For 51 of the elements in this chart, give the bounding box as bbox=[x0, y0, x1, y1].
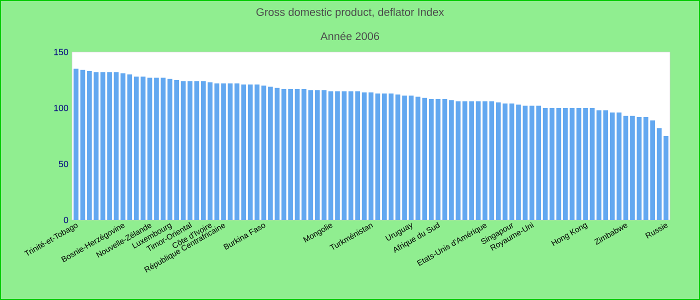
bar bbox=[74, 68, 78, 220]
bar bbox=[482, 101, 488, 220]
bar bbox=[160, 78, 166, 220]
bar bbox=[254, 84, 260, 220]
bar bbox=[550, 108, 554, 220]
bar bbox=[522, 106, 528, 220]
bar bbox=[308, 90, 314, 220]
bar bbox=[509, 104, 514, 220]
bar bbox=[368, 92, 374, 220]
bar bbox=[375, 93, 380, 220]
bar bbox=[590, 108, 595, 220]
bar bbox=[294, 88, 300, 220]
bar bbox=[489, 101, 494, 220]
bar bbox=[188, 81, 192, 220]
bar bbox=[328, 91, 334, 220]
bar bbox=[335, 91, 340, 220]
bar bbox=[342, 91, 347, 220]
chart-title: Gross domestic product, deflator Index bbox=[256, 8, 444, 18]
bar bbox=[228, 83, 233, 220]
bar bbox=[248, 84, 253, 220]
bar bbox=[583, 108, 588, 220]
bar bbox=[556, 108, 562, 220]
bar bbox=[194, 81, 200, 220]
bar bbox=[636, 116, 642, 220]
bar bbox=[656, 128, 662, 220]
bar bbox=[516, 104, 521, 220]
bar bbox=[221, 83, 226, 220]
bar bbox=[114, 72, 119, 220]
bar bbox=[442, 99, 448, 220]
bar bbox=[261, 86, 266, 220]
chart-subtitle: Année 2006 bbox=[320, 32, 380, 40]
y-tick-label: 50 bbox=[58, 160, 68, 168]
y-tick-label: 100 bbox=[54, 104, 68, 112]
bar bbox=[362, 92, 367, 220]
y-tick-label: 0 bbox=[64, 216, 68, 224]
bar bbox=[302, 88, 306, 220]
bar bbox=[623, 116, 628, 220]
bar bbox=[408, 96, 414, 220]
bar bbox=[214, 83, 220, 220]
bar bbox=[542, 108, 548, 220]
bar bbox=[147, 78, 152, 220]
bar bbox=[80, 70, 86, 220]
bar bbox=[180, 81, 186, 220]
bar bbox=[476, 101, 481, 220]
bar bbox=[395, 94, 400, 220]
bar bbox=[630, 116, 635, 220]
bar bbox=[576, 108, 582, 220]
bar bbox=[154, 78, 159, 220]
y-tick-label: 150 bbox=[54, 48, 68, 56]
bar bbox=[402, 96, 407, 220]
bar bbox=[664, 136, 668, 220]
